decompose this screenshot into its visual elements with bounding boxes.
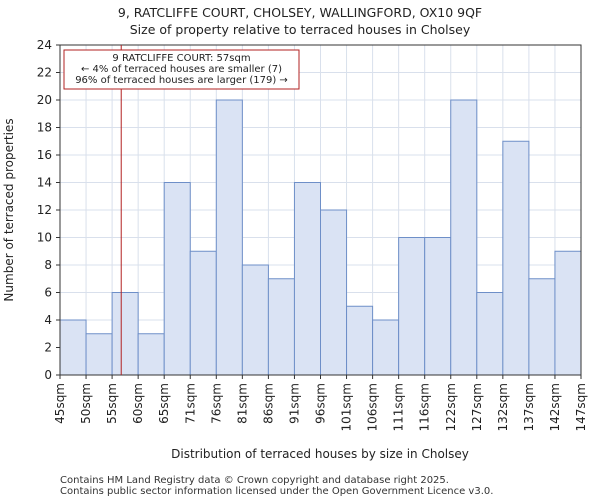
y-tick-label: 0 xyxy=(44,368,52,382)
x-tick-label: 106sqm xyxy=(366,383,380,431)
bar xyxy=(346,305,374,376)
bars-layer xyxy=(59,99,582,376)
x-tick-label: 137sqm xyxy=(522,383,536,431)
bar xyxy=(528,278,556,376)
bar xyxy=(85,333,113,376)
x-tick-label: 116sqm xyxy=(418,383,432,431)
y-tick-label: 4 xyxy=(44,313,52,327)
y-tick-label: 10 xyxy=(37,231,52,245)
y-tick-label: 6 xyxy=(44,286,52,300)
x-tick-label: 45sqm xyxy=(53,383,67,424)
chart-title: 9, RATCLIFFE COURT, CHOLSEY, WALLINGFORD… xyxy=(117,5,483,20)
bar xyxy=(59,319,87,376)
y-tick-label: 24 xyxy=(37,38,52,52)
bar xyxy=(163,182,191,376)
bar xyxy=(398,237,426,376)
annotation-line-1: 9 RATCLIFFE COURT: 57sqm xyxy=(112,53,250,64)
y-tick-label: 2 xyxy=(44,341,52,355)
bar xyxy=(137,333,165,376)
x-tick-label: 101sqm xyxy=(340,383,354,431)
annotation-frame xyxy=(63,49,300,90)
x-axis: 45sqm 50sqm 55sqm 60sqm 65sqm 71sqm 76sqm 81sqm… xyxy=(53,375,588,431)
bar xyxy=(215,99,243,376)
x-tick-label: 50sqm xyxy=(79,383,93,424)
x-tick-label: 55sqm xyxy=(105,383,119,424)
bar xyxy=(267,278,295,376)
x-tick-label: 71sqm xyxy=(183,383,197,424)
x-tick-label: 147sqm xyxy=(574,383,588,431)
bar xyxy=(241,264,269,376)
y-tick-label: 8 xyxy=(44,258,52,272)
bar xyxy=(476,292,504,376)
bar xyxy=(189,250,217,376)
y-axis-label: Number of terraced properties xyxy=(2,118,16,301)
y-tick-label: 14 xyxy=(37,176,52,190)
bar xyxy=(502,140,530,376)
y-tick-label: 18 xyxy=(37,121,52,135)
chart-subtitle: Size of property relative to terraced ho… xyxy=(129,22,471,37)
annotation-box: 9 RATCLIFFE COURT: 57sqm ← 4% of terrace… xyxy=(63,49,300,90)
annotation-line-2: ← 4% of terraced houses are smaller (7) xyxy=(81,64,282,75)
x-tick-label: 65sqm xyxy=(157,383,171,424)
annotation-line-3: 96% of terraced houses are larger (179) … xyxy=(75,75,288,86)
bar xyxy=(293,182,322,376)
y-tick-label: 12 xyxy=(37,203,52,217)
x-tick-label: 96sqm xyxy=(314,383,328,424)
bar xyxy=(424,237,452,376)
x-tick-label: 91sqm xyxy=(287,383,301,424)
x-tick-label: 132sqm xyxy=(496,383,510,431)
footer-licence: Contains public sector information licen… xyxy=(60,486,494,497)
bar xyxy=(450,99,478,376)
bar xyxy=(111,292,139,376)
y-tick-label: 20 xyxy=(37,93,52,107)
bar xyxy=(554,250,582,376)
x-axis-label: Distribution of terraced houses by size … xyxy=(171,447,469,461)
x-tick-label: 81sqm xyxy=(235,383,249,424)
x-tick-label: 60sqm xyxy=(131,383,145,424)
x-tick-label: 111sqm xyxy=(392,383,406,431)
bar xyxy=(372,319,400,376)
y-tick-label: 22 xyxy=(37,66,52,80)
x-tick-label: 76sqm xyxy=(209,383,223,424)
x-tick-label: 142sqm xyxy=(548,383,562,431)
x-tick-label: 127sqm xyxy=(470,383,484,431)
x-tick-label: 86sqm xyxy=(261,383,275,424)
y-tick-label: 16 xyxy=(37,148,52,162)
bar xyxy=(320,209,348,376)
footer-copyright: Contains HM Land Registry data © Crown c… xyxy=(60,475,449,486)
x-tick-label: 122sqm xyxy=(444,383,458,431)
